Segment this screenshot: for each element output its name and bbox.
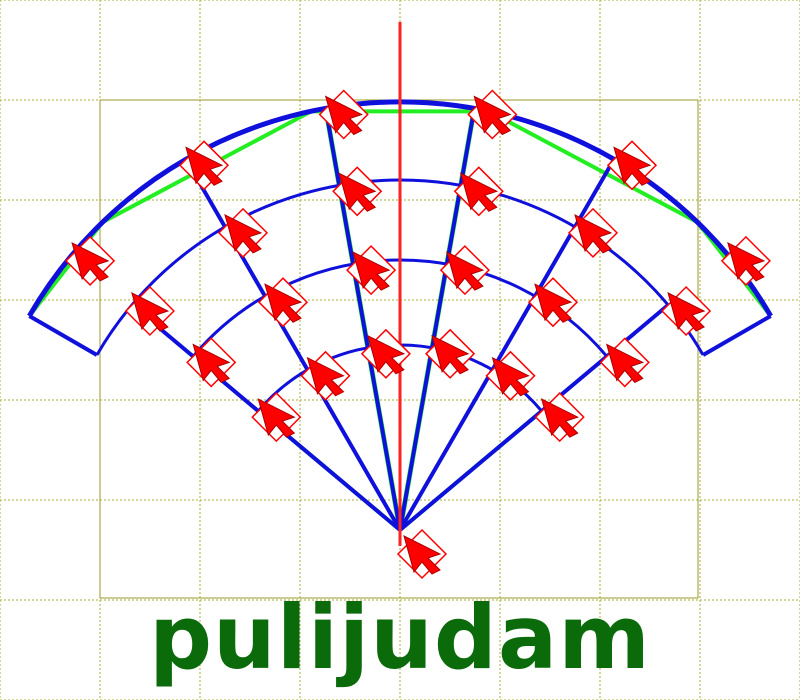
marker-arrow (352, 251, 391, 291)
marker-icon (720, 235, 771, 286)
radial-line (702, 314, 772, 357)
marker-arrow (460, 172, 499, 212)
marker-icon (186, 337, 237, 388)
marker-icon (425, 328, 476, 379)
radial-line (184, 158, 402, 531)
marker-icon (251, 392, 302, 443)
marker-icon (318, 89, 369, 140)
marker-arrow (473, 95, 512, 136)
marker-icon (606, 140, 658, 191)
marker-icon (661, 285, 712, 337)
marker-icon (346, 245, 397, 296)
marker-arrow (667, 292, 706, 332)
marker-icon (124, 285, 175, 337)
marker-arrow (540, 398, 580, 438)
marker-arrow (534, 283, 573, 323)
marker-icon (467, 89, 518, 140)
marker-arrow (574, 213, 613, 254)
marker-icon (178, 140, 230, 191)
marker-icon (360, 328, 411, 379)
marker-arrow (224, 213, 263, 254)
marker-icon (65, 235, 116, 286)
marker-icon (453, 166, 504, 217)
marker-arrow (606, 343, 645, 384)
marker-icon (396, 528, 448, 580)
radial-line (28, 314, 98, 357)
marker-arrow (257, 398, 296, 438)
marker-arrow (185, 146, 224, 186)
marker-icon (534, 392, 585, 443)
marker-arrow (613, 146, 652, 186)
marker-icon (257, 277, 309, 328)
marker-icon (300, 350, 351, 401)
marker-arrow (403, 535, 442, 575)
marker-arrow (338, 172, 377, 212)
marker-icon (332, 166, 383, 217)
marker-arrow (264, 283, 303, 323)
player-markers (65, 89, 771, 580)
marker-arrow (431, 334, 470, 375)
marker-icon (439, 245, 490, 296)
marker-arrow (446, 251, 485, 291)
marker-icon (567, 207, 619, 258)
marker-arrow (324, 95, 364, 136)
marker-arrow (192, 343, 231, 384)
marker-arrow (131, 292, 170, 332)
marker-arrow (306, 356, 345, 397)
marker-icon (599, 337, 650, 388)
marker-arrow (491, 356, 530, 397)
marker-arrow (727, 241, 766, 282)
marker-arrow (71, 241, 110, 282)
marker-icon (485, 350, 536, 401)
game-title: pulijudam (149, 586, 651, 689)
marker-icon (217, 207, 269, 258)
marker-icon (527, 277, 579, 328)
radial-line (323, 108, 402, 531)
marker-arrow (367, 334, 406, 375)
